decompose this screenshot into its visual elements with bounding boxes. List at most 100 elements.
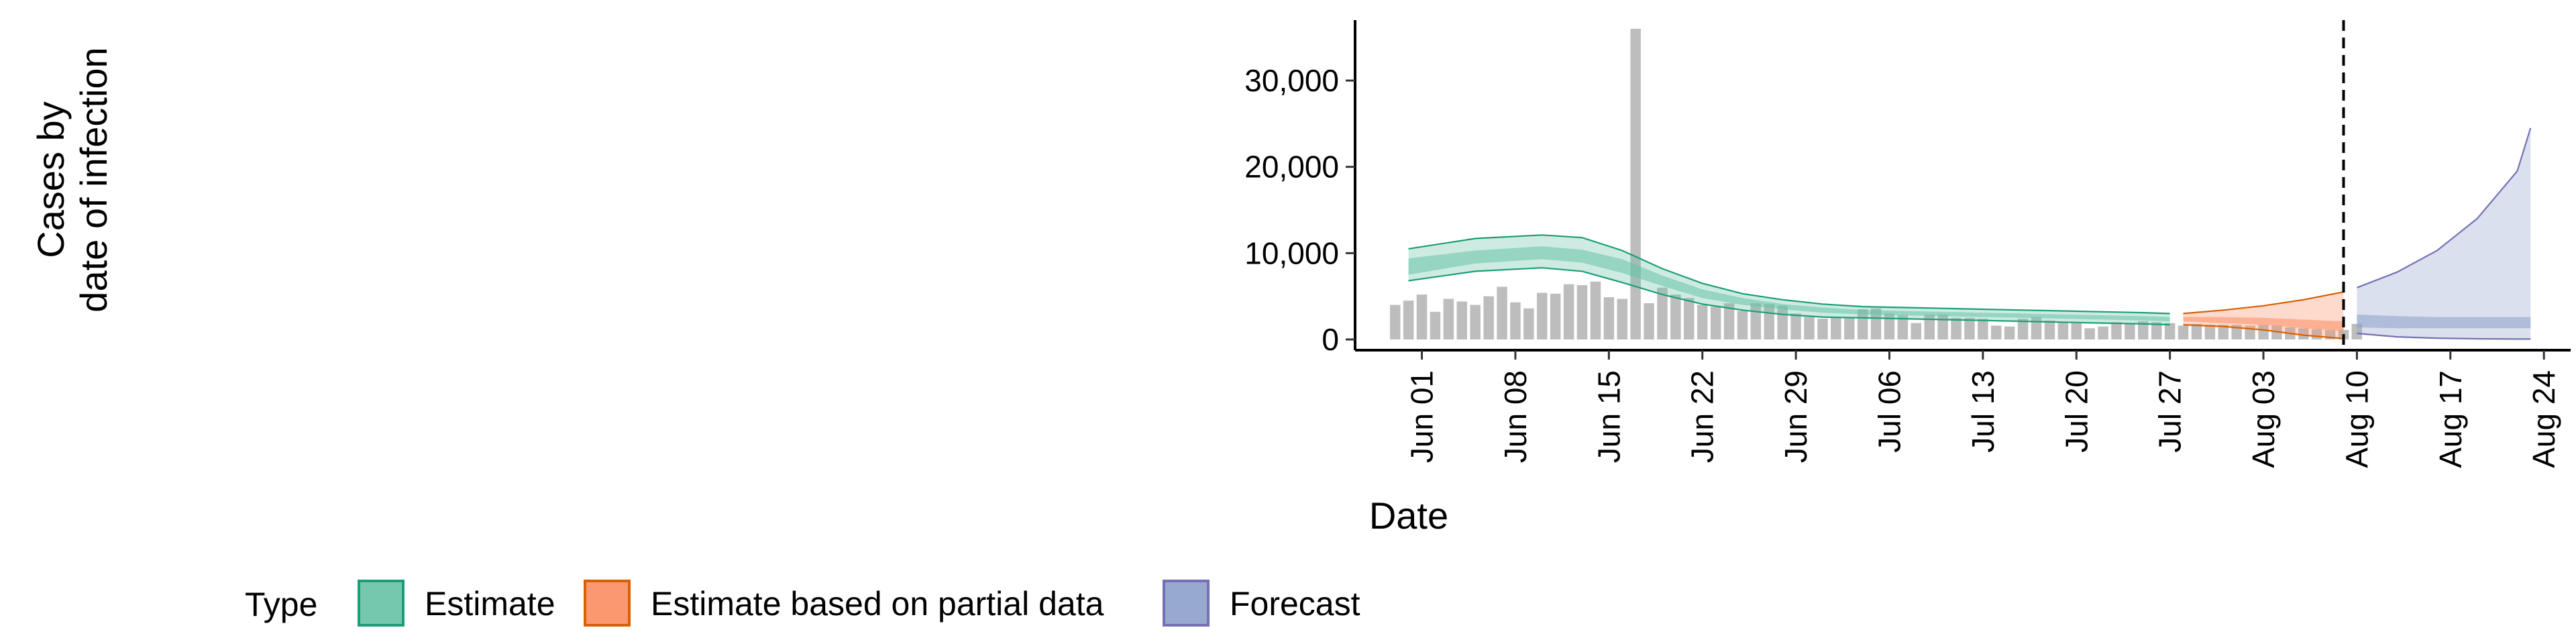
- x-axis-title: Date: [1369, 494, 1448, 537]
- observed-bar: [1670, 294, 1681, 339]
- observed-bar: [1403, 301, 1414, 339]
- x-tick-label: Jul 06: [1872, 370, 1907, 453]
- observed-bar: [2017, 319, 2029, 339]
- observed-bar: [1937, 314, 1948, 339]
- observed-bar: [1844, 317, 1855, 339]
- legend-key-estimate: [358, 580, 405, 627]
- observed-bar: [1497, 286, 1507, 339]
- observed-bar: [2351, 323, 2363, 339]
- observed-bar: [1603, 297, 1615, 339]
- x-tick-label: Jul 27: [2153, 370, 2188, 453]
- forecast-band-50: [2357, 314, 2531, 329]
- legend-label: Estimate: [425, 585, 555, 623]
- legend-label: Forecast: [1230, 585, 1360, 623]
- observed-bar: [2151, 322, 2162, 339]
- legend: Type Estimate Estimate based on partial da…: [245, 580, 1360, 627]
- observed-bar: [2044, 320, 2055, 339]
- observed-bar: [1723, 303, 1735, 339]
- axes: 0 10,000 20,000 30,000 Jun 01 Jun 08 Jun 15 Jun…: [1244, 20, 2571, 468]
- observed-bar: [1911, 323, 1921, 339]
- observed-bar: [1710, 307, 1721, 339]
- observed-bar: [1416, 294, 1428, 339]
- observed-bar: [2084, 328, 2095, 339]
- observed-bar: [2057, 322, 2069, 339]
- estimate-band-90-upper-edge: [1408, 234, 2170, 315]
- y-tick-label: 0: [1322, 322, 1339, 357]
- x-tick-label: Jul 13: [1966, 370, 2000, 453]
- observed-bar: [1483, 296, 1494, 339]
- observed-bar: [1737, 311, 1748, 339]
- observed-bar: [2125, 323, 2135, 339]
- y-tick-label: 10,000: [1244, 235, 1339, 270]
- x-tick-label: Jul 20: [2059, 370, 2094, 453]
- observed-bar: [2164, 323, 2176, 339]
- observed-bar: [2191, 323, 2202, 339]
- forecast-band-90: [2357, 127, 2531, 339]
- observed-bar: [1790, 313, 1801, 339]
- observed-bar: [2071, 323, 2082, 339]
- observed-bar: [1857, 309, 1868, 339]
- observed-bar: [1537, 292, 1548, 339]
- observed-bar: [1924, 314, 1935, 339]
- y-axis-title-line: Cases by: [30, 101, 72, 258]
- y-tick-label: 20,000: [1244, 150, 1339, 184]
- observed-bar: [1697, 305, 1708, 339]
- estimate-based-on-partial-data-band-50: [2183, 317, 2344, 331]
- y-axis-title-line: date of infection: [72, 47, 115, 312]
- observed-bar: [1470, 305, 1481, 339]
- observed-bar: [2204, 325, 2216, 339]
- observed-bar: [2138, 321, 2149, 339]
- observed-bar: [1884, 313, 1895, 339]
- observed-bar: [1443, 299, 1454, 339]
- observed-bar: [1430, 311, 1441, 339]
- forecast-band-90-upper-edge: [2357, 127, 2532, 288]
- observed-bar: [2178, 325, 2189, 339]
- observed-bar: [1964, 317, 1975, 339]
- y-axis-title: Cases bydate of infection: [30, 47, 115, 312]
- x-tick-label: Jun 29: [1778, 370, 1813, 463]
- legend-title: Type: [245, 586, 317, 623]
- observed-bar: [1804, 317, 1815, 339]
- x-tick-label: Aug 24: [2526, 370, 2561, 468]
- observed-bar: [1991, 325, 2002, 339]
- observed-bar: [2031, 317, 2042, 339]
- observed-bar: [2271, 325, 2282, 339]
- observed-bar: [2004, 326, 2015, 339]
- observed-bar: [1563, 284, 1574, 339]
- observed-bar: [2218, 325, 2229, 339]
- observed-bar: [1456, 301, 1467, 339]
- observed-bar: [1510, 302, 1521, 339]
- observed-bar: [1523, 308, 1534, 339]
- observed-bar: [1657, 287, 1668, 339]
- y-tick-label: 30,000: [1244, 63, 1339, 98]
- plot-area: [1390, 20, 2532, 350]
- observed-bar: [1576, 285, 1588, 339]
- observed-bar: [1897, 315, 1909, 339]
- forecast-band-90-lower-edge: [2357, 332, 2531, 340]
- x-tick-label: Jun 01: [1405, 370, 1440, 463]
- estimate-based-on-partial-data-band-90-upper-edge: [2183, 291, 2344, 315]
- x-tick-label: Aug 03: [2246, 370, 2281, 468]
- observed-bar: [1817, 319, 1828, 339]
- observed-bar: [2298, 328, 2309, 339]
- observed-bar: [1590, 281, 1601, 339]
- legend-label: Estimate based on partial data: [651, 585, 1104, 623]
- legend-key-forecast: [1163, 580, 1210, 627]
- x-tick-label: Aug 17: [2433, 370, 2468, 468]
- estimate-band-50: [1408, 246, 2170, 321]
- observed-bar: [1951, 317, 1962, 339]
- observed-bar: [1550, 293, 1561, 339]
- observed-bar: [2258, 325, 2269, 339]
- observed-bar: [2098, 326, 2108, 339]
- estimate-based-on-partial-data-band-90-lower-edge: [2183, 324, 2344, 339]
- estimate-band-90-lower-edge: [1408, 267, 2170, 326]
- observed-bar: [1390, 305, 1401, 339]
- observed-bar: [1630, 28, 1641, 340]
- observed-bar: [1831, 317, 1841, 339]
- x-tick-label: Jun 15: [1591, 370, 1626, 463]
- observed-bar: [1684, 298, 1695, 339]
- x-tick-label: Aug 10: [2339, 370, 2374, 468]
- observed-bar: [2111, 322, 2122, 339]
- observed-bar: [1870, 308, 1882, 339]
